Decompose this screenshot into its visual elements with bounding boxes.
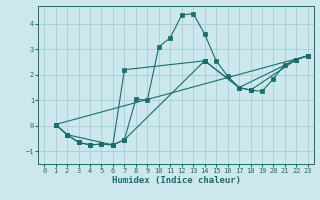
- X-axis label: Humidex (Indice chaleur): Humidex (Indice chaleur): [111, 176, 241, 185]
